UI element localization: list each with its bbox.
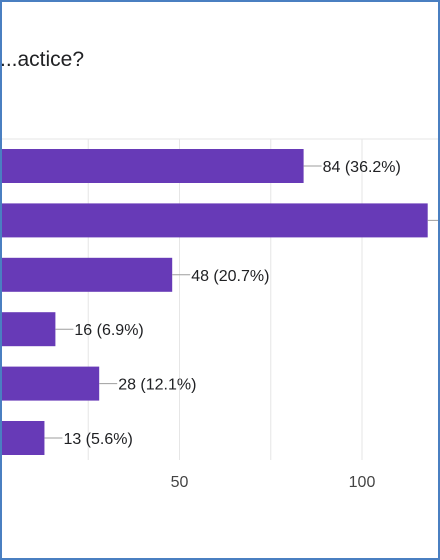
data-label-4: 28 (12.1%) [118,377,196,394]
x-tick-label-50: 50 [171,474,189,491]
bar-3 [2,312,56,347]
bar-0 [2,149,304,183]
data-label-3: 16 (6.9%) [74,322,143,339]
chart-title: ...actice? [0,48,85,71]
data-label-0: 84 (36.2%) [323,159,401,176]
data-label-5: 13 (5.6%) [63,431,132,448]
bar-1 [2,203,428,238]
x-tick-label-100: 100 [349,474,376,491]
bar-2 [2,257,173,292]
bar-4 [2,366,100,401]
bar-5 [2,421,45,455]
data-label-2: 48 (20.7%) [191,268,269,285]
